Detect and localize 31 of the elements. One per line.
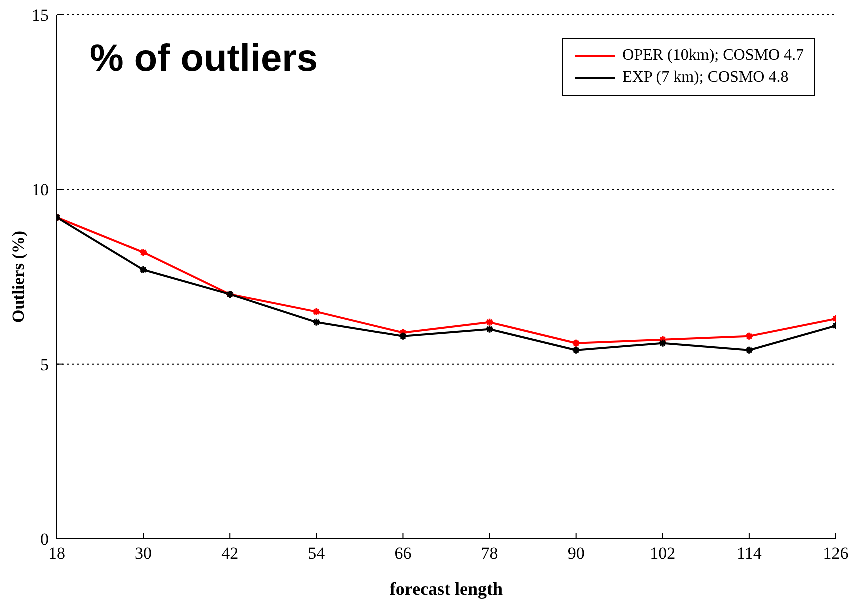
x-axis-title: forecast length <box>390 579 504 599</box>
point <box>139 248 148 257</box>
point <box>312 308 322 316</box>
point <box>398 332 408 341</box>
x-tick-label: 54 <box>308 544 326 564</box>
point <box>745 332 754 341</box>
x-tick-label: 66 <box>394 544 412 564</box>
y-axis-title: Outliers (%) <box>9 230 28 324</box>
legend-label: EXP (7 km); COSMO 4.8 <box>622 68 789 88</box>
x-tick-label: 90 <box>568 544 585 564</box>
y-tick-label: 0 <box>40 530 49 550</box>
point <box>485 318 494 327</box>
x-tick-label: 126 <box>823 544 849 564</box>
y-tick-label: 5 <box>40 355 49 374</box>
legend-label: OPER (10km); COSMO 4.7 <box>622 46 804 66</box>
x-tick-label: 78 <box>481 544 498 564</box>
point <box>485 325 494 334</box>
point <box>139 266 148 274</box>
point <box>745 346 754 355</box>
point <box>572 338 581 348</box>
x-tick-label: 102 <box>650 544 676 564</box>
x-tick-label: 114 <box>737 544 762 564</box>
x-tick-label: 42 <box>222 544 239 564</box>
y-tick-label: 10 <box>32 180 49 200</box>
x-tick-label: 30 <box>135 544 152 564</box>
point <box>572 346 581 355</box>
point <box>658 338 668 348</box>
point <box>312 318 322 327</box>
y-tick-label: 15 <box>32 6 49 26</box>
text: % of outliers <box>90 38 318 81</box>
x-tick-label: 18 <box>48 544 66 564</box>
